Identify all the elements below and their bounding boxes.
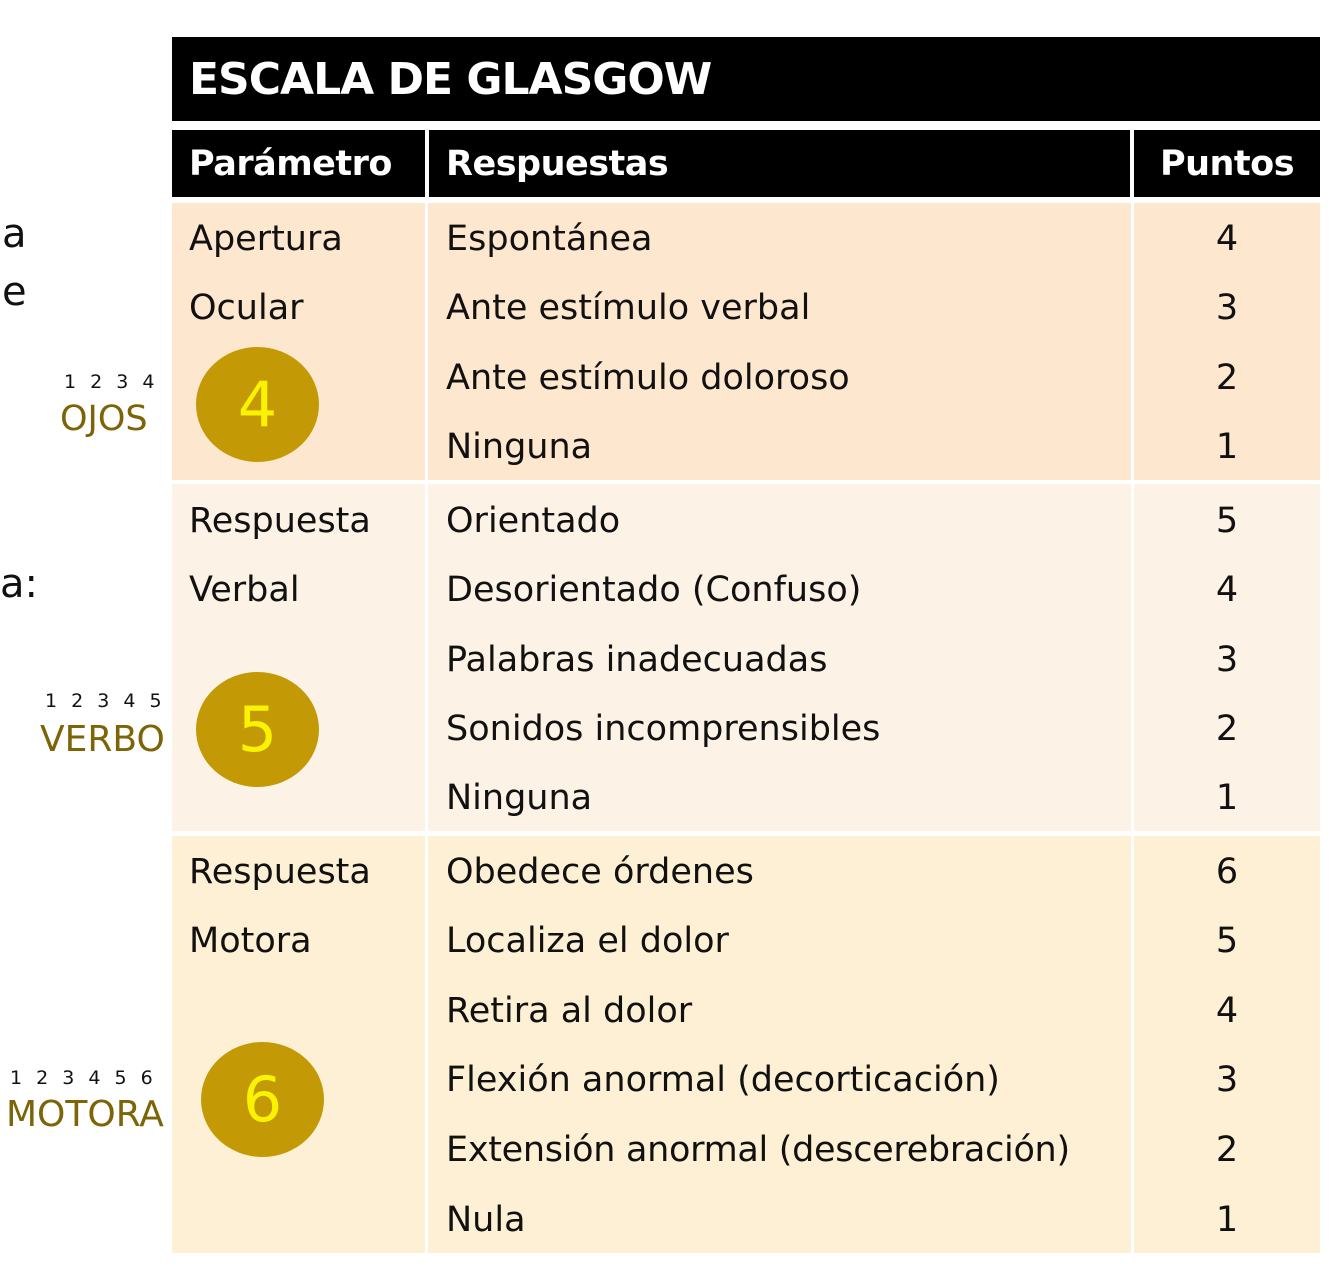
response-text: Ninguna xyxy=(446,427,593,467)
points-value: 4 xyxy=(1215,219,1239,259)
param-label: Apertura xyxy=(189,219,343,259)
header-puntos: Puntos xyxy=(1134,130,1320,197)
column-divider xyxy=(1131,203,1134,1253)
points-value: 4 xyxy=(1215,991,1239,1031)
header-respuestas: Respuestas xyxy=(429,130,1130,197)
scale-numbers: 1 2 3 4 xyxy=(64,371,159,393)
scale-label: MOTORA xyxy=(6,1094,164,1135)
points-value: 3 xyxy=(1215,1060,1239,1100)
left-text-fragment: e xyxy=(2,269,27,315)
response-text: Palabras inadecuadas xyxy=(446,640,828,680)
points-value: 2 xyxy=(1215,1130,1239,1170)
param-label: Verbal xyxy=(189,570,300,610)
response-text: Ante estímulo doloroso xyxy=(446,358,850,398)
response-text: Localiza el dolor xyxy=(446,921,729,961)
param-label: Motora xyxy=(189,921,312,961)
param-label: Ocular xyxy=(189,288,304,328)
response-text: Ninguna xyxy=(446,778,593,818)
points-value: 6 xyxy=(1215,852,1239,892)
response-text: Orientado xyxy=(446,501,621,541)
points-value: 1 xyxy=(1215,778,1239,818)
table-title: ESCALA DE GLASGOW xyxy=(172,37,1320,121)
score-circle: 5 xyxy=(196,672,319,787)
param-label: Respuesta xyxy=(189,852,371,892)
response-text: Ante estímulo verbal xyxy=(446,288,811,328)
scale-label: VERBO xyxy=(40,719,165,760)
column-divider xyxy=(425,203,428,1253)
points-value: 1 xyxy=(1215,427,1239,467)
points-value: 2 xyxy=(1215,709,1239,749)
scale-numbers: 1 2 3 4 5 6 xyxy=(10,1067,157,1089)
response-text: Desorientado (Confuso) xyxy=(446,570,862,610)
scale-label: OJOS xyxy=(60,399,148,439)
response-text: Extensión anormal (descerebración) xyxy=(446,1130,1070,1170)
group-band-verbal xyxy=(172,484,1320,831)
points-value: 2 xyxy=(1215,358,1239,398)
response-text: Nula xyxy=(446,1200,526,1240)
points-value: 4 xyxy=(1215,570,1239,610)
response-text: Sonidos incomprensibles xyxy=(446,709,881,749)
group-band-motora xyxy=(172,836,1320,1253)
points-value: 1 xyxy=(1215,1200,1239,1240)
header-parametro: Parámetro xyxy=(172,130,425,197)
scale-numbers: 1 2 3 4 5 xyxy=(45,690,166,712)
points-value: 3 xyxy=(1215,640,1239,680)
points-value: 3 xyxy=(1215,288,1239,328)
score-circle: 6 xyxy=(201,1042,324,1157)
param-label: Respuesta xyxy=(189,501,371,541)
points-value: 5 xyxy=(1215,921,1239,961)
response-text: Flexión anormal (decorticación) xyxy=(446,1060,1000,1100)
response-text: Retira al dolor xyxy=(446,991,693,1031)
left-text-fragment: a: xyxy=(0,561,38,607)
points-value: 5 xyxy=(1215,501,1239,541)
response-text: Obedece órdenes xyxy=(446,852,754,892)
left-text-fragment: a xyxy=(2,211,27,257)
score-circle: 4 xyxy=(196,347,319,462)
response-text: Espontánea xyxy=(446,219,653,259)
group-band-ocular xyxy=(172,203,1320,480)
